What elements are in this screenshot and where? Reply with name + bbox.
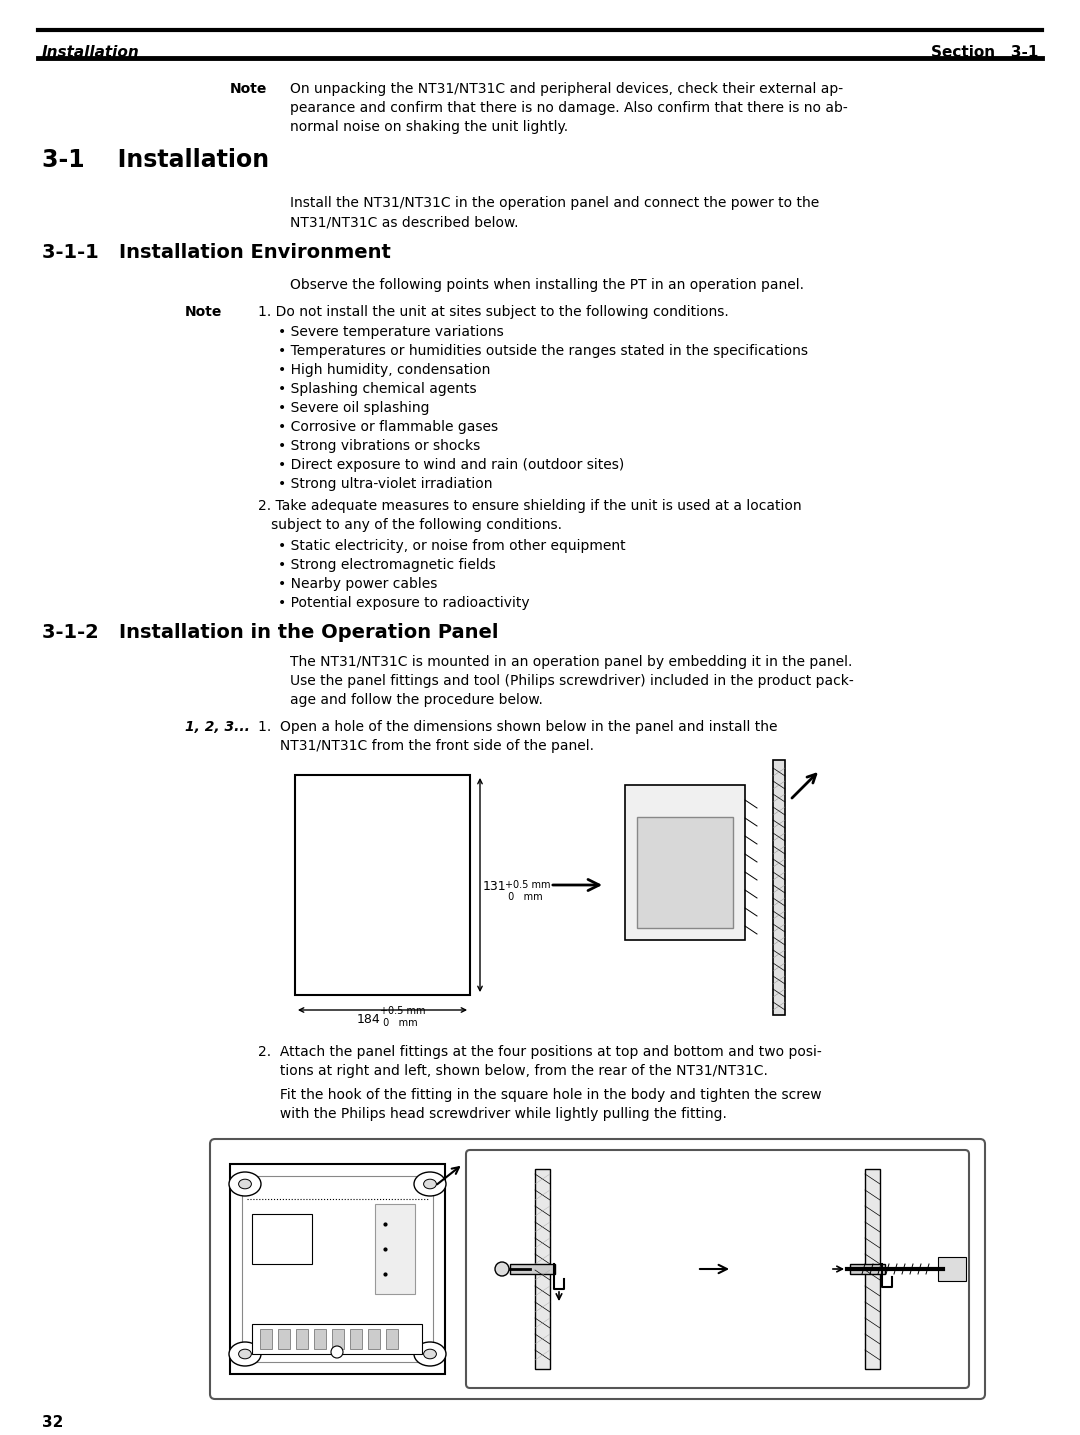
- Ellipse shape: [414, 1342, 446, 1366]
- Ellipse shape: [229, 1172, 261, 1195]
- Bar: [510, 1264, 555, 1274]
- Ellipse shape: [414, 1172, 446, 1195]
- Bar: [637, 817, 733, 928]
- Text: age and follow the procedure below.: age and follow the procedure below.: [291, 693, 543, 707]
- Bar: [252, 1214, 312, 1264]
- Text: • Direct exposure to wind and rain (outdoor sites): • Direct exposure to wind and rain (outd…: [278, 458, 624, 472]
- Bar: [252, 1325, 422, 1355]
- Text: 0   mm: 0 mm: [505, 893, 542, 903]
- Circle shape: [330, 1346, 343, 1358]
- Ellipse shape: [423, 1349, 436, 1359]
- Bar: [368, 1329, 380, 1349]
- Text: • Strong ultra-violet irradiation: • Strong ultra-violet irradiation: [278, 476, 492, 491]
- Text: 1.  Open a hole of the dimensions shown below in the panel and install the: 1. Open a hole of the dimensions shown b…: [258, 720, 778, 733]
- Text: +0.5 mm: +0.5 mm: [505, 880, 551, 890]
- Text: NT31/NT31C as described below.: NT31/NT31C as described below.: [291, 215, 518, 230]
- Bar: [850, 1264, 885, 1274]
- Text: with the Philips head screwdriver while lightly pulling the fitting.: with the Philips head screwdriver while …: [258, 1106, 727, 1121]
- Text: Note: Note: [185, 306, 222, 319]
- Text: 1, 2, 3...: 1, 2, 3...: [185, 720, 249, 733]
- Text: Use the panel fittings and tool (Philips screwdriver) included in the product pa: Use the panel fittings and tool (Philips…: [291, 674, 854, 687]
- FancyBboxPatch shape: [210, 1139, 985, 1399]
- Text: pearance and confirm that there is no damage. Also confirm that there is no ab-: pearance and confirm that there is no da…: [291, 100, 848, 115]
- Bar: [773, 761, 785, 1015]
- Text: 0   mm: 0 mm: [380, 1017, 418, 1027]
- Text: 2. Take adequate measures to ensure shielding if the unit is used at a location: 2. Take adequate measures to ensure shie…: [258, 499, 801, 512]
- Text: Observe the following points when installing the PT in an operation panel.: Observe the following points when instal…: [291, 278, 804, 291]
- Text: • Nearby power cables: • Nearby power cables: [278, 577, 437, 591]
- Text: normal noise on shaking the unit lightly.: normal noise on shaking the unit lightly…: [291, 121, 568, 133]
- Bar: [386, 1329, 399, 1349]
- Ellipse shape: [423, 1180, 436, 1188]
- FancyBboxPatch shape: [465, 1149, 969, 1388]
- Text: tions at right and left, shown below, from the rear of the NT31/NT31C.: tions at right and left, shown below, fr…: [258, 1063, 768, 1078]
- Text: 2.  Attach the panel fittings at the four positions at top and bottom and two po: 2. Attach the panel fittings at the four…: [258, 1045, 822, 1059]
- Text: • Strong vibrations or shocks: • Strong vibrations or shocks: [278, 439, 481, 453]
- Text: 3-1-2   Installation in the Operation Panel: 3-1-2 Installation in the Operation Pane…: [42, 623, 499, 641]
- Bar: [260, 1329, 272, 1349]
- Bar: [278, 1329, 291, 1349]
- Text: • Temperatures or humidities outside the ranges stated in the specifications: • Temperatures or humidities outside the…: [278, 344, 808, 357]
- Ellipse shape: [229, 1342, 261, 1366]
- Text: • Potential exposure to radioactivity: • Potential exposure to radioactivity: [278, 596, 529, 610]
- Text: 184: 184: [357, 1013, 381, 1026]
- Bar: [295, 775, 470, 994]
- Text: 3-1    Installation: 3-1 Installation: [42, 148, 269, 172]
- Bar: [242, 1177, 433, 1362]
- Text: Install the NT31/NT31C in the operation panel and connect the power to the: Install the NT31/NT31C in the operation …: [291, 197, 820, 210]
- Text: Fit the hook of the fitting in the square hole in the body and tighten the screw: Fit the hook of the fitting in the squar…: [258, 1088, 822, 1102]
- Text: The NT31/NT31C is mounted in an operation panel by embedding it in the panel.: The NT31/NT31C is mounted in an operatio…: [291, 654, 852, 669]
- Text: • High humidity, condensation: • High humidity, condensation: [278, 363, 490, 377]
- Text: • Static electricity, or noise from other equipment: • Static electricity, or noise from othe…: [278, 540, 625, 552]
- Bar: [296, 1329, 308, 1349]
- Bar: [625, 785, 745, 940]
- Ellipse shape: [239, 1180, 252, 1188]
- Bar: [350, 1329, 362, 1349]
- Bar: [314, 1329, 326, 1349]
- Text: +0.5 mm: +0.5 mm: [380, 1006, 426, 1016]
- Ellipse shape: [239, 1349, 252, 1359]
- Text: 131: 131: [483, 880, 507, 893]
- Bar: [375, 1204, 415, 1294]
- Text: • Strong electromagnetic fields: • Strong electromagnetic fields: [278, 558, 496, 573]
- Circle shape: [495, 1261, 509, 1276]
- Text: • Splashing chemical agents: • Splashing chemical agents: [278, 382, 476, 396]
- Text: • Corrosive or flammable gases: • Corrosive or flammable gases: [278, 420, 498, 433]
- Bar: [230, 1164, 445, 1373]
- Text: 32: 32: [42, 1415, 64, 1431]
- Text: Section   3-1: Section 3-1: [931, 44, 1038, 60]
- Text: 3-1-1   Installation Environment: 3-1-1 Installation Environment: [42, 243, 391, 263]
- Text: Installation: Installation: [42, 44, 139, 60]
- Text: NT31/NT31C from the front side of the panel.: NT31/NT31C from the front side of the pa…: [258, 739, 594, 753]
- Text: Note: Note: [230, 82, 268, 96]
- Bar: [865, 1170, 880, 1369]
- Text: • Severe temperature variations: • Severe temperature variations: [278, 324, 503, 339]
- Text: subject to any of the following conditions.: subject to any of the following conditio…: [258, 518, 562, 532]
- Text: • Severe oil splashing: • Severe oil splashing: [278, 400, 430, 415]
- Bar: [332, 1329, 345, 1349]
- Bar: [939, 1257, 966, 1281]
- Bar: [535, 1170, 550, 1369]
- Text: On unpacking the NT31/NT31C and peripheral devices, check their external ap-: On unpacking the NT31/NT31C and peripher…: [291, 82, 843, 96]
- Text: 1. Do not install the unit at sites subject to the following conditions.: 1. Do not install the unit at sites subj…: [258, 306, 729, 319]
